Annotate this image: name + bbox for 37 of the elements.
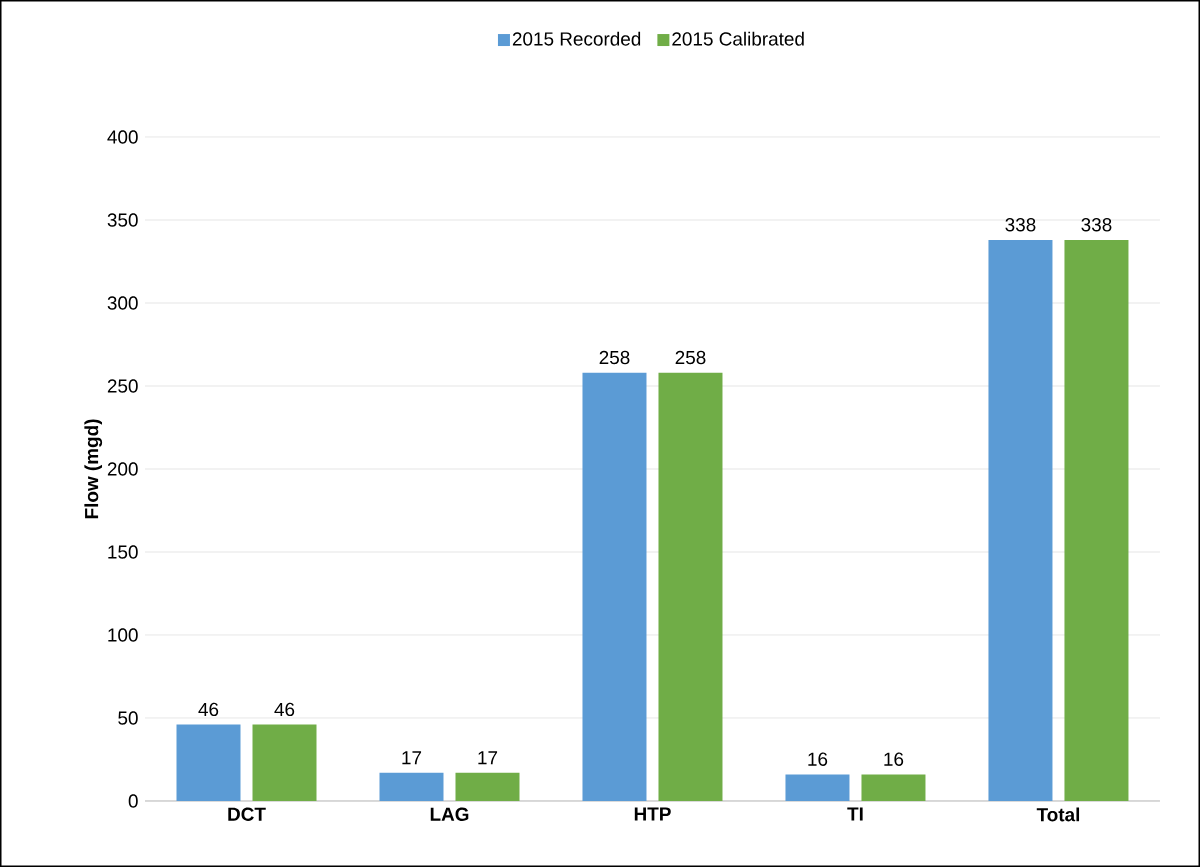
bar: [176, 724, 241, 801]
bar: [379, 772, 444, 801]
bar: [1064, 239, 1129, 801]
data-label: 46: [198, 702, 219, 717]
x-tick-label: Total: [1036, 807, 1080, 822]
y-tick-label: 350: [107, 213, 138, 227]
data-label: 46: [274, 702, 295, 717]
y-tick-label: 300: [107, 296, 138, 310]
x-tick-label: TI: [847, 807, 863, 821]
data-label: 16: [884, 752, 904, 766]
y-tick-label: 400: [107, 130, 138, 144]
y-tick-label: 50: [118, 711, 138, 725]
y-tick-label: 200: [107, 462, 138, 476]
bar: [658, 372, 723, 801]
y-tick-label: 0: [128, 794, 138, 808]
x-tick-label: LAG: [430, 807, 469, 821]
bar: [861, 774, 926, 801]
data-label: 17: [478, 751, 498, 765]
bar: [455, 772, 520, 801]
legend-label: 2015 Calibrated: [672, 31, 804, 46]
x-tick-label: DCT: [228, 807, 266, 821]
x-tick-label: HTP: [634, 807, 671, 821]
data-label: 258: [599, 350, 630, 365]
data-label: 16: [808, 752, 828, 766]
bar: [582, 372, 647, 801]
y-tick-label: 100: [108, 628, 138, 642]
data-label: 338: [1005, 217, 1036, 232]
y-tick-label: 250: [107, 379, 138, 393]
bar: [785, 774, 850, 801]
y-tick-label: 150: [108, 545, 138, 559]
bar: [252, 724, 317, 801]
data-label: 17: [402, 751, 422, 765]
bar: [988, 239, 1053, 801]
legend-label: 2015 Recorded: [512, 31, 641, 46]
data-label: 338: [1081, 217, 1112, 232]
y-axis-title: Flow (mgd): [84, 419, 103, 519]
data-label: 258: [675, 350, 706, 365]
